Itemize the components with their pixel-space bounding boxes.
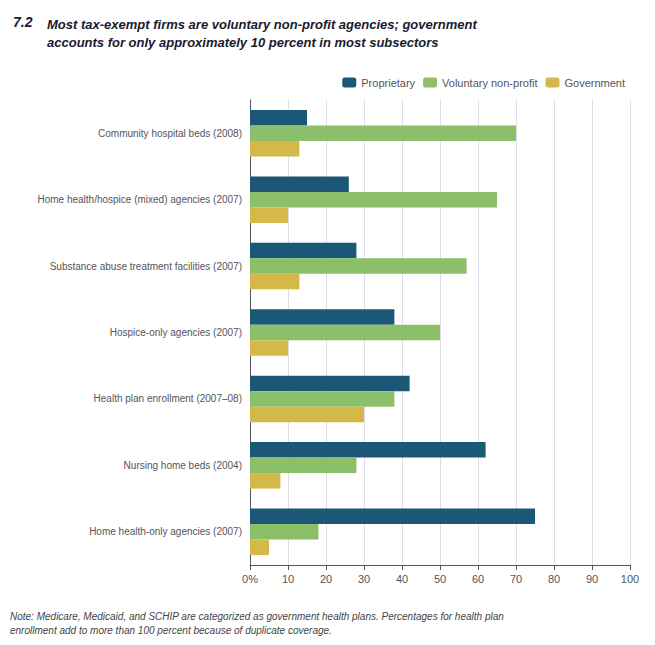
svg-text:Substance abuse treatment faci: Substance abuse treatment facilities (20… (50, 261, 242, 272)
svg-text:20: 20 (320, 573, 332, 585)
svg-text:90: 90 (586, 573, 598, 585)
svg-text:40: 40 (396, 573, 408, 585)
svg-text:30: 30 (358, 573, 370, 585)
svg-text:accounts for only approximatel: accounts for only approximately 10 perce… (47, 35, 439, 50)
svg-text:80: 80 (548, 573, 560, 585)
svg-text:50: 50 (434, 573, 446, 585)
svg-text:Health plan enrollment (2007–0: Health plan enrollment (2007–08) (94, 393, 242, 404)
svg-text:enrollment add to more than 10: enrollment add to more than 100 percent … (10, 625, 332, 636)
svg-text:Nursing home beds (2004): Nursing home beds (2004) (124, 460, 242, 471)
svg-text:Voluntary non-profit: Voluntary non-profit (442, 77, 537, 89)
svg-text:Government: Government (564, 77, 625, 89)
svg-text:Note: Medicare, Medicaid, and: Note: Medicare, Medicaid, and SCHIP are … (10, 611, 504, 622)
svg-text:Home health/hospice (mixed) ag: Home health/hospice (mixed) agencies (20… (37, 194, 242, 205)
svg-text:Most tax-exempt firms are volu: Most tax-exempt firms are voluntary non-… (47, 17, 477, 32)
svg-text:60: 60 (472, 573, 484, 585)
svg-text:Proprietary: Proprietary (361, 77, 415, 89)
svg-text:0%: 0% (242, 573, 258, 585)
svg-text:Hospice-only agencies (2007): Hospice-only agencies (2007) (110, 327, 242, 338)
svg-text:7.2: 7.2 (13, 14, 33, 30)
svg-text:100: 100 (621, 573, 639, 585)
svg-text:10: 10 (282, 573, 294, 585)
svg-text:Home health-only agencies (200: Home health-only agencies (2007) (89, 526, 242, 537)
svg-text:Community hospital beds (2008): Community hospital beds (2008) (98, 128, 242, 139)
svg-text:70: 70 (510, 573, 522, 585)
